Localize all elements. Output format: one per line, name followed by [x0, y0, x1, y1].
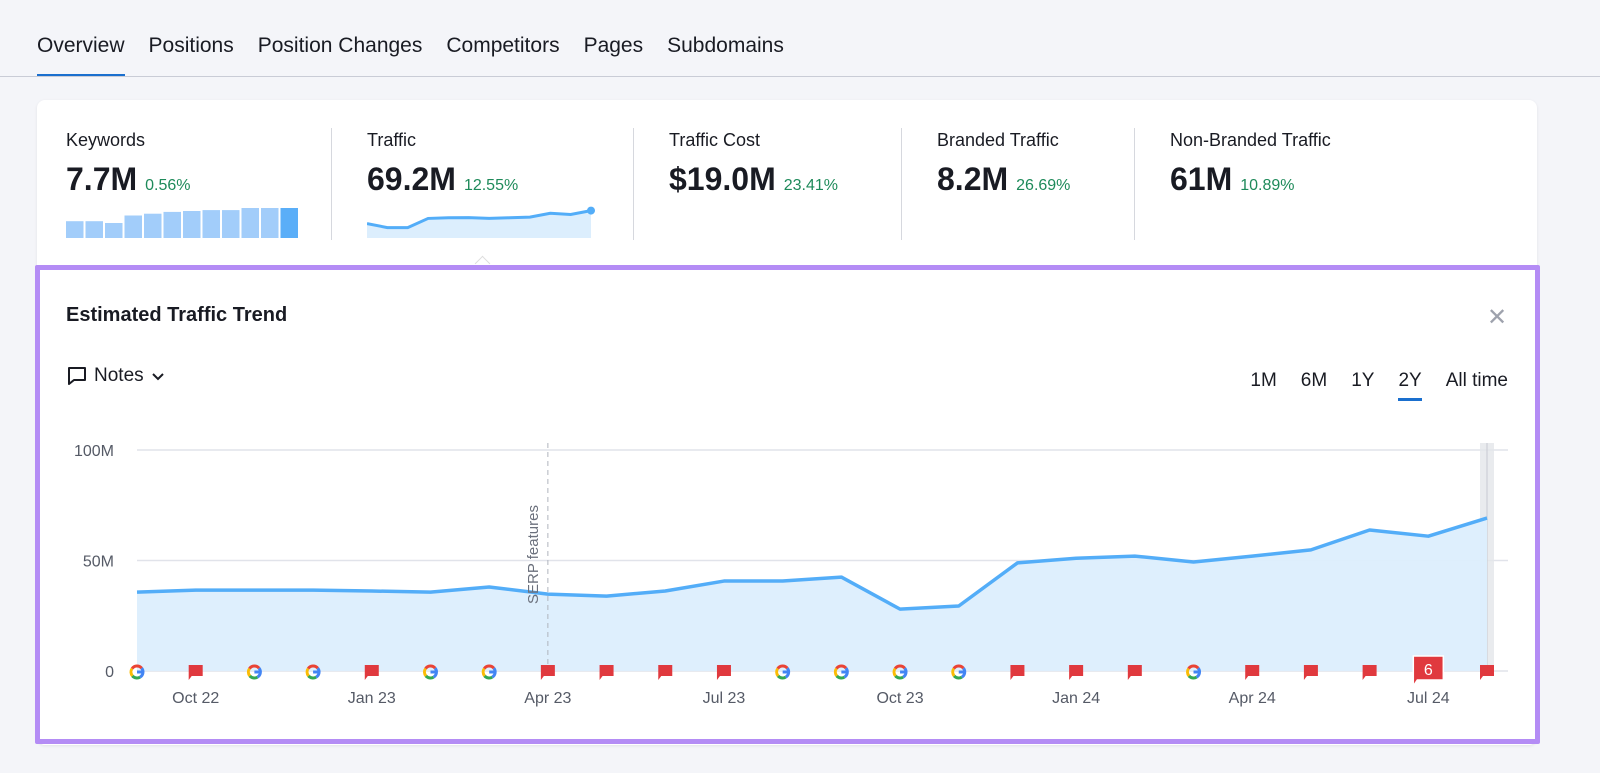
tab-positions[interactable]: Positions — [148, 34, 234, 57]
traffic-sparkline — [366, 206, 595, 238]
spark-line — [366, 209, 592, 230]
chevron-down-icon — [151, 373, 164, 381]
close-icon[interactable]: ✕ — [1487, 304, 1508, 331]
metric-non-branded-traffic[interactable]: Non-Branded Traffic 61M 10.89% — [1170, 130, 1331, 198]
range-1m[interactable]: 1M — [1250, 370, 1277, 391]
metric-label: Traffic — [367, 130, 417, 150]
range-1y[interactable]: 1Y — [1351, 370, 1375, 391]
metric-traffic[interactable]: Traffic 69.2M 12.55% — [366, 130, 599, 243]
range-2y[interactable]: 2Y — [1398, 370, 1422, 401]
metric-change: 23.41% — [783, 177, 838, 194]
metric-change: 26.69% — [1016, 177, 1071, 194]
divider — [331, 128, 332, 240]
metric-label: Keywords — [66, 130, 146, 150]
highlight-frame — [35, 265, 1540, 744]
spark-bar — [66, 221, 84, 238]
spark-bar — [144, 213, 162, 238]
tab-pages[interactable]: Pages — [583, 34, 644, 57]
spark-bar — [105, 223, 123, 238]
metric-change: 12.55% — [463, 177, 519, 194]
notes-label: Notes — [94, 365, 144, 386]
spark-bar — [222, 210, 240, 238]
spark-bar — [183, 211, 201, 238]
metric-traffic-cost[interactable]: Traffic Cost $19.0M 23.41% — [669, 130, 838, 198]
spark-bar — [163, 211, 181, 238]
spark-bar — [241, 208, 259, 238]
spark-end-dot — [587, 206, 595, 215]
tab-overview[interactable]: Overview — [37, 34, 125, 77]
divider — [1134, 128, 1135, 240]
spark-bar — [280, 208, 298, 238]
metric-change: 10.89% — [1240, 177, 1295, 194]
metric-value: $19.0M — [669, 161, 776, 197]
metric-value: 69.2M — [367, 161, 456, 197]
keywords-sparkbars — [66, 208, 298, 238]
chart-title: Estimated Traffic Trend — [66, 304, 288, 326]
spark-bar — [85, 221, 103, 238]
range-6m[interactable]: 6M — [1300, 370, 1328, 391]
comment-icon — [68, 367, 86, 385]
metric-change: 0.56% — [145, 177, 191, 194]
spark-bar — [261, 208, 279, 238]
tab-position-changes[interactable]: Position Changes — [257, 34, 423, 57]
tab-subdomains[interactable]: Subdomains — [667, 34, 784, 57]
metric-label: Branded Traffic — [937, 130, 1059, 150]
divider — [633, 128, 634, 240]
metric-label: Non-Branded Traffic — [1170, 130, 1331, 150]
range-selector: 1M 6M 1Y 2Y All time — [1250, 370, 1508, 401]
metric-keywords[interactable]: Keywords 7.7M 0.56% — [66, 130, 298, 243]
metric-value: 7.7M — [66, 161, 138, 197]
range-all-time[interactable]: All time — [1445, 370, 1508, 391]
tab-competitors[interactable]: Competitors — [446, 34, 560, 57]
metric-value: 61M — [1170, 161, 1233, 197]
notes-dropdown[interactable]: Notes — [66, 365, 166, 387]
metric-branded-traffic[interactable]: Branded Traffic 8.2M 26.69% — [937, 130, 1070, 198]
metric-value: 8.2M — [937, 161, 1009, 197]
spark-bar — [202, 210, 220, 238]
tab-bar: Overview Positions Position Changes Competi… — [37, 0, 784, 77]
tab-divider — [0, 76, 1600, 77]
divider — [901, 128, 902, 240]
metric-label: Traffic Cost — [669, 130, 761, 150]
spark-bar — [124, 215, 142, 238]
